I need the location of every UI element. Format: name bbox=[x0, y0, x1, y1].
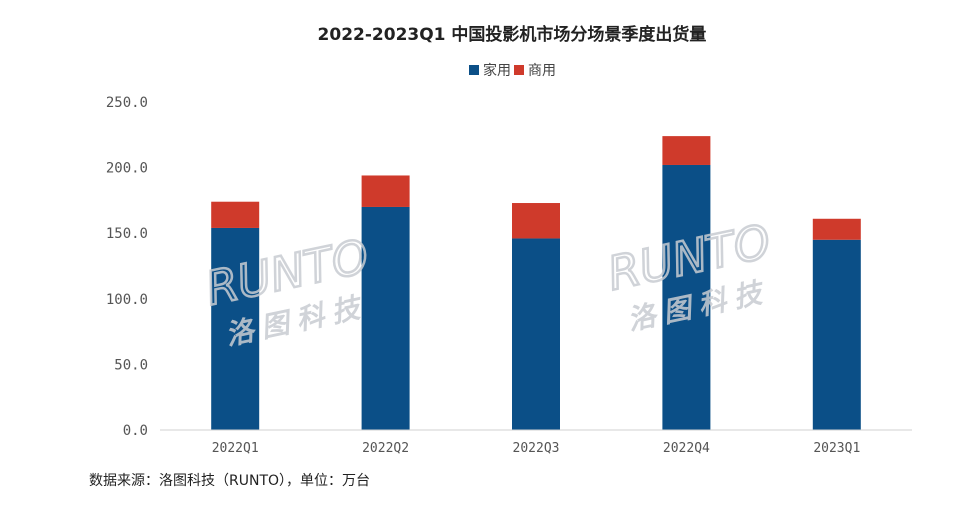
y-axis-ticks: 0.0 50.0 100.0 150.0 200.0 250.0 bbox=[106, 95, 148, 439]
bar-home bbox=[662, 164, 711, 430]
bar-home bbox=[211, 227, 260, 430]
bar-home bbox=[361, 206, 410, 430]
legend-swatch-commercial bbox=[514, 65, 524, 75]
y-tick-label: 250.0 bbox=[106, 95, 148, 111]
bar-commercial bbox=[211, 201, 260, 228]
x-tick-label: 2023Q1 bbox=[813, 441, 860, 456]
legend-swatch-home bbox=[469, 65, 479, 75]
y-tick-label: 50.0 bbox=[114, 357, 148, 373]
y-tick-label: 200.0 bbox=[106, 161, 148, 177]
watermark-right: RUNTO 洛图科技 bbox=[602, 213, 776, 337]
x-tick-label: 2022Q3 bbox=[513, 441, 560, 456]
y-tick-label: 0.0 bbox=[123, 423, 148, 439]
bar-commercial bbox=[361, 175, 410, 207]
bar-home bbox=[812, 239, 861, 430]
source-note: 数据来源：洛图科技（RUNTO），单位：万台 bbox=[89, 473, 371, 489]
legend: 家用 商用 bbox=[469, 62, 556, 79]
x-tick-label: 2022Q2 bbox=[362, 441, 409, 456]
x-axis-ticks: 2022Q1 2022Q2 2022Q3 2022Q4 2023Q1 bbox=[212, 441, 861, 456]
bars bbox=[211, 136, 861, 430]
legend-label-commercial: 商用 bbox=[528, 63, 556, 79]
chart-title: 2022-2023Q1 中国投影机市场分场景季度出货量 bbox=[318, 24, 707, 45]
bar-home bbox=[512, 238, 560, 430]
y-tick-label: 100.0 bbox=[106, 292, 148, 308]
legend-label-home: 家用 bbox=[483, 62, 511, 79]
y-tick-label: 150.0 bbox=[106, 226, 148, 242]
bar-commercial bbox=[812, 218, 861, 240]
x-tick-label: 2022Q4 bbox=[663, 441, 710, 456]
bar-commercial bbox=[512, 203, 560, 239]
bar-commercial bbox=[662, 136, 711, 165]
x-tick-label: 2022Q1 bbox=[212, 441, 259, 456]
